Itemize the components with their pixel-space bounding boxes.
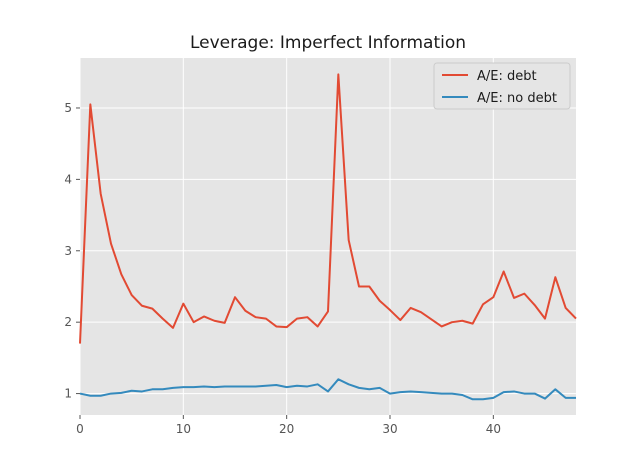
legend: A/E: debt A/E: no debt [433, 62, 571, 110]
y-tick-label: 2 [64, 315, 72, 329]
y-tick-label: 5 [64, 101, 72, 115]
y-tick-label: 3 [64, 244, 72, 258]
x-tick-label: 0 [76, 422, 84, 436]
series-line-debt [79, 73, 577, 344]
x-tick-label: 10 [176, 422, 191, 436]
x-tick-label: 40 [486, 422, 501, 436]
plot-area [80, 58, 576, 415]
x-tick-label: 30 [382, 422, 397, 436]
axis-ticks: 0 10 20 30 40 1 2 3 4 5 [64, 101, 501, 436]
legend-label-debt: A/E: debt [477, 69, 537, 84]
series-line-no-debt [79, 378, 576, 401]
legend-label-no-debt: A/E: no debt [477, 91, 557, 106]
x-tick-label: 20 [279, 422, 294, 436]
y-tick-label: 1 [64, 387, 72, 401]
series-lines [79, 73, 577, 401]
chart-title: Leverage: Imperfect Information [190, 33, 466, 53]
y-tick-label: 4 [64, 172, 72, 186]
